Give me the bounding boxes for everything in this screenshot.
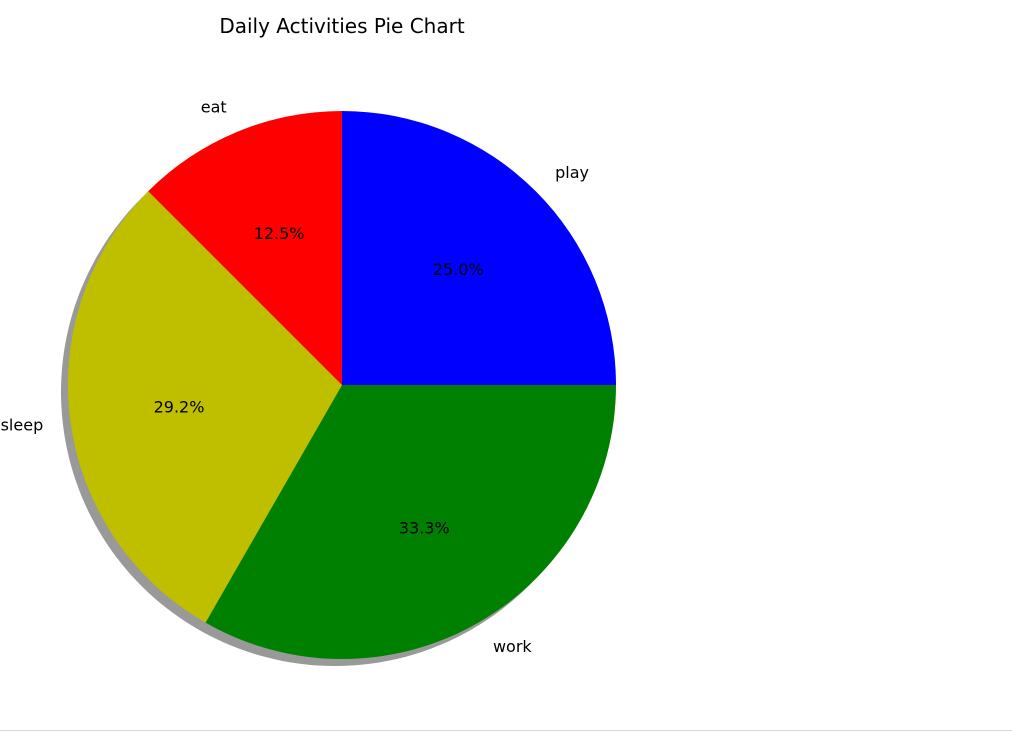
pie-labels: play 25.0% work 33.3% sleep 29.2% eat 12.5% xyxy=(1,98,589,656)
pie-slice-eat xyxy=(148,111,342,385)
slice-label-play: play xyxy=(555,163,589,182)
slice-percent-play: 25.0% xyxy=(433,260,484,279)
slice-label-sleep: sleep xyxy=(1,416,44,435)
slice-percent-work: 33.3% xyxy=(399,518,450,537)
divider xyxy=(0,730,1012,731)
pie-slices xyxy=(67,111,616,660)
slice-percent-sleep: 29.2% xyxy=(154,398,205,417)
slice-percent-eat: 12.5% xyxy=(254,224,305,243)
pie-slice-sleep xyxy=(67,191,342,623)
slice-label-work: work xyxy=(493,637,532,656)
chart-title: Daily Activities Pie Chart xyxy=(219,14,465,38)
pie-slice-work xyxy=(205,385,616,660)
slice-label-eat: eat xyxy=(201,98,227,117)
pie-slice-play xyxy=(342,111,616,385)
